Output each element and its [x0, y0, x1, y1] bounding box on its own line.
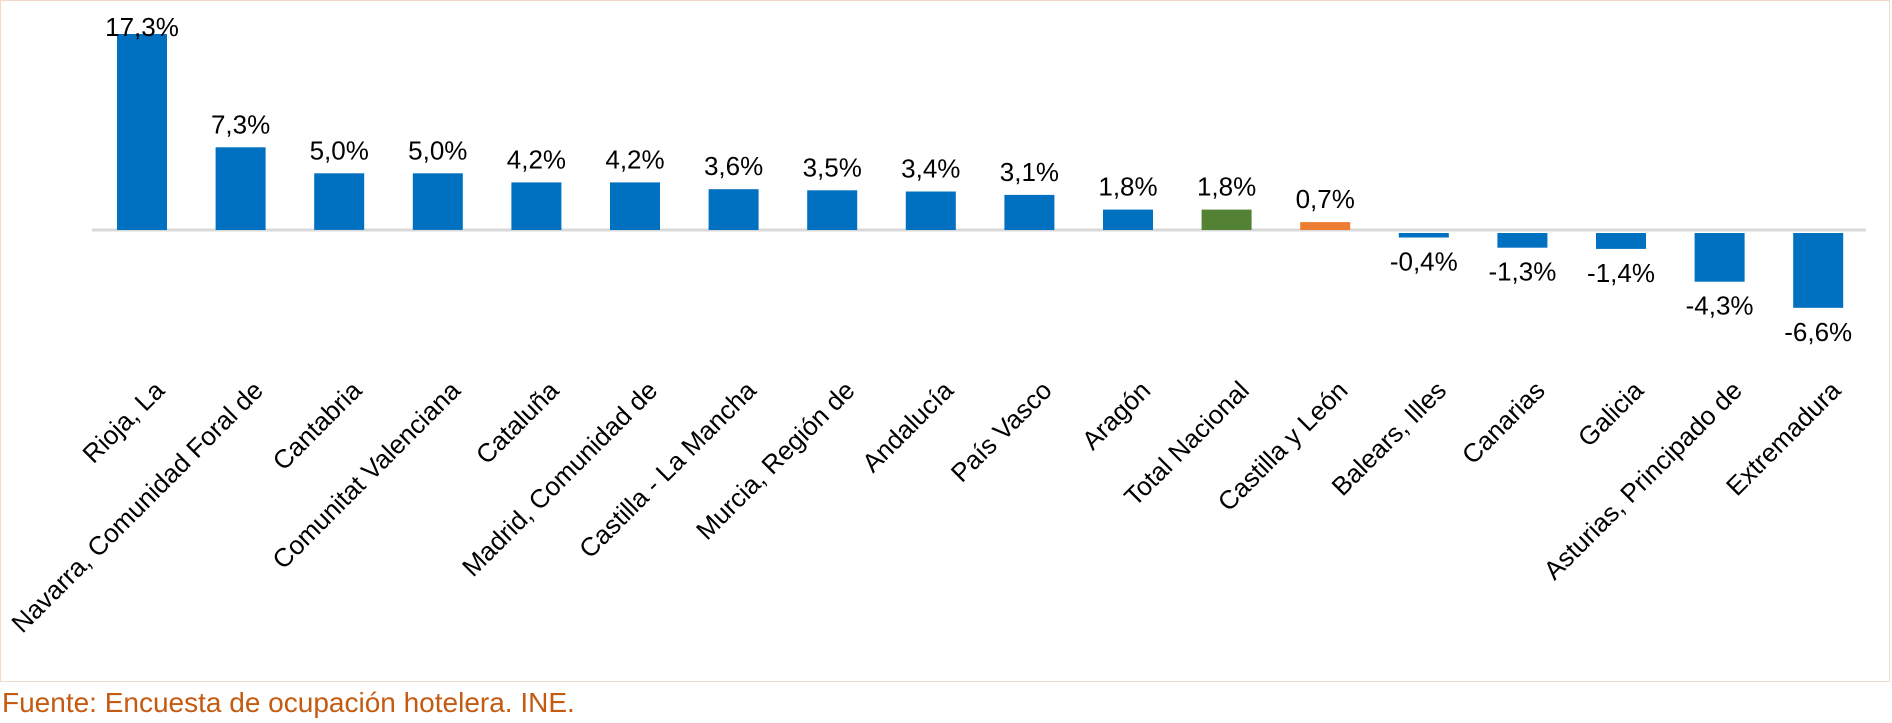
category-label: Rioja, La — [76, 375, 170, 469]
bar-chart: 17,3%Rioja, La7,3%Navarra, Comunidad For… — [5, 12, 1866, 638]
data-label: 17,3% — [105, 12, 179, 42]
bar — [1300, 222, 1351, 230]
category-label: Cantabria — [267, 375, 368, 476]
category-label: Comunitat Valenciana — [266, 375, 466, 575]
bar — [1596, 233, 1646, 249]
category-label: Asturias, Principado de — [1538, 375, 1748, 585]
category-label: Cataluña — [470, 375, 565, 470]
category-label: Andalucía — [856, 375, 959, 478]
category-label: Canarias — [1456, 375, 1551, 470]
bar — [314, 173, 365, 230]
bar — [511, 182, 562, 230]
category-label: Aragón — [1076, 375, 1156, 455]
data-label: 0,7% — [1296, 184, 1355, 214]
bar — [1398, 233, 1449, 238]
data-label: -4,3% — [1686, 291, 1754, 321]
chart-frame — [0, 0, 1890, 682]
bar — [708, 189, 759, 230]
data-label: 3,4% — [901, 154, 960, 184]
bar — [215, 147, 266, 230]
bar — [807, 190, 858, 230]
category-label: País Vasco — [945, 375, 1058, 488]
data-label: 1,8% — [1098, 172, 1157, 202]
data-label: 5,0% — [310, 135, 369, 165]
bar — [905, 191, 956, 230]
bar — [1201, 209, 1252, 230]
data-label: -1,4% — [1587, 258, 1655, 288]
data-label: -6,6% — [1784, 317, 1852, 347]
bar — [1793, 233, 1844, 308]
data-label: 3,6% — [704, 151, 763, 181]
data-label: 3,1% — [1000, 157, 1059, 187]
data-label: 5,0% — [408, 135, 467, 165]
data-label: -1,3% — [1488, 257, 1556, 287]
category-label: Galicia — [1572, 375, 1650, 453]
bar — [1103, 209, 1153, 230]
data-label: -0,4% — [1390, 247, 1458, 277]
data-label: 1,8% — [1197, 172, 1256, 202]
bar — [610, 182, 660, 230]
data-label: 7,3% — [211, 109, 270, 139]
data-label: 4,2% — [605, 144, 664, 174]
bar — [1694, 233, 1745, 282]
bar — [1497, 233, 1548, 248]
bar — [412, 173, 463, 230]
source-note: Fuente: Encuesta de ocupación hotelera. … — [2, 687, 575, 718]
data-label: 4,2% — [507, 144, 566, 174]
category-label: Madrid, Comunidad de — [456, 375, 663, 582]
bar — [117, 34, 167, 230]
bar — [1004, 194, 1055, 230]
data-label: 3,5% — [803, 152, 862, 182]
category-label: Castilla - La Mancha — [573, 375, 762, 564]
